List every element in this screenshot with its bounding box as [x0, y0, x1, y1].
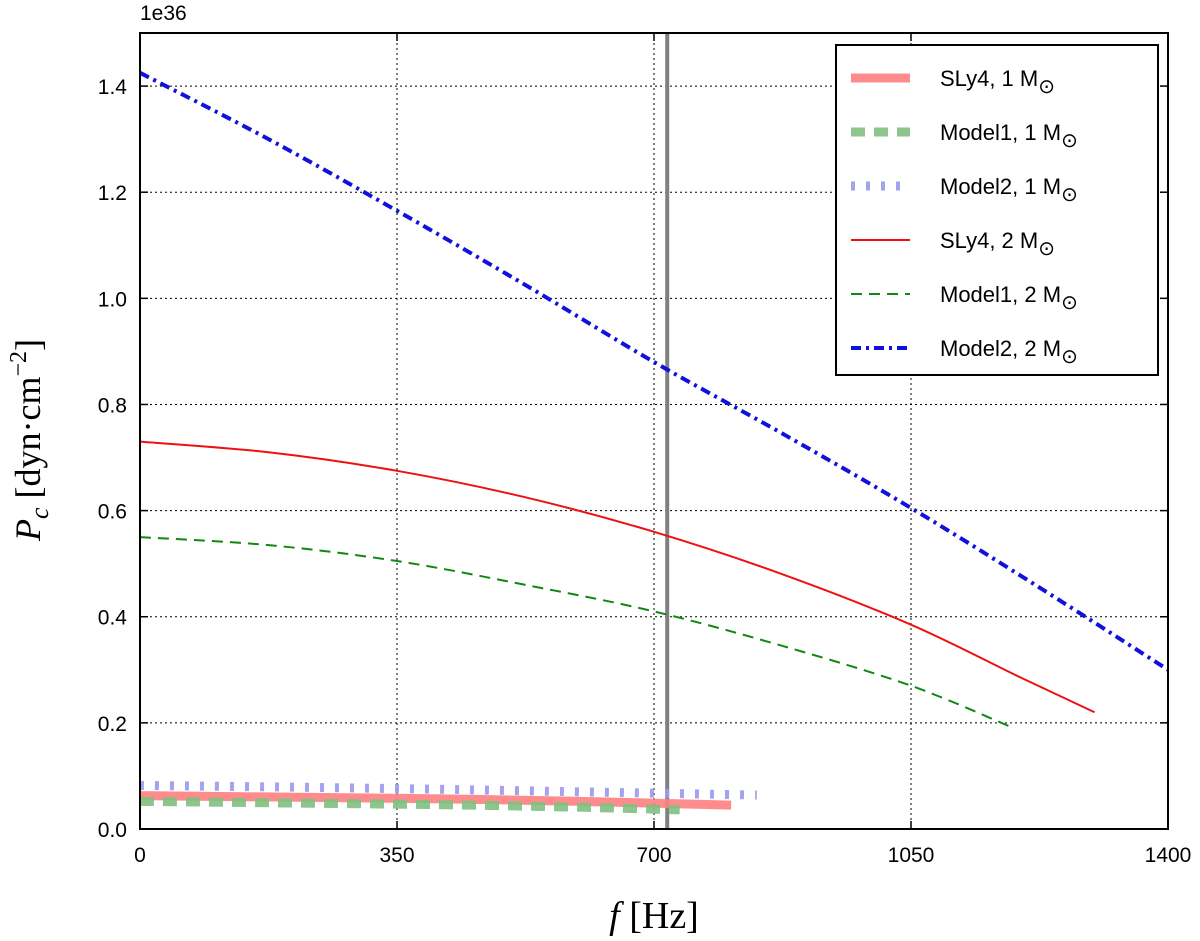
legend: SLy4, 1 M⊙ Model1, 1 M⊙ Model2, 1 M⊙ SLy4, …: [835, 44, 1159, 376]
legend-label: Model2, 1 M⊙: [940, 174, 1078, 206]
legend-label: SLy4, 2 M⊙: [940, 228, 1055, 260]
series-layer: [139, 71, 1170, 815]
series-line-6: [139, 71, 1170, 672]
series-line-4: [139, 440, 1095, 714]
x-tick-label: 1050: [888, 844, 935, 867]
y-tick-label: 0.6: [98, 501, 127, 524]
x-tick-label: 1400: [1145, 844, 1192, 867]
legend-box: [835, 44, 1159, 376]
tick-layer: 0 350 700 1050 1400 0.0 0.2 0.4 0.6 0.8 1.0 1.2 1.4: [98, 33, 1192, 867]
series-line-5: [139, 536, 1015, 730]
y-tick-label: 0.4: [98, 607, 128, 630]
y-tick-label: 1.4: [98, 76, 128, 99]
y-scale-label: 1e36: [140, 2, 187, 25]
legend-label: Model1, 1 M⊙: [940, 120, 1078, 152]
y-tick-label: 0.8: [98, 394, 127, 417]
x-tick-label: 0: [134, 844, 146, 867]
y-tick-label: 1.0: [98, 288, 127, 311]
legend-label: Model2, 2 M⊙: [940, 336, 1078, 368]
x-axis-label: f [Hz]: [609, 895, 699, 937]
legend-label: SLy4, 1 M⊙: [940, 66, 1055, 98]
series-line-1: [139, 791, 732, 810]
y-tick-label: 1.2: [98, 182, 127, 205]
y-tick-label: 0.2: [98, 713, 127, 736]
x-tick-label: 700: [636, 844, 671, 867]
y-axis-label: Pc [dyn·cm−2]: [6, 339, 54, 542]
series-line-2: [139, 796, 680, 815]
x-tick-label: 350: [379, 844, 414, 867]
legend-label: Model1, 2 M⊙: [940, 282, 1078, 314]
y-tick-label: 0.0: [98, 819, 127, 842]
